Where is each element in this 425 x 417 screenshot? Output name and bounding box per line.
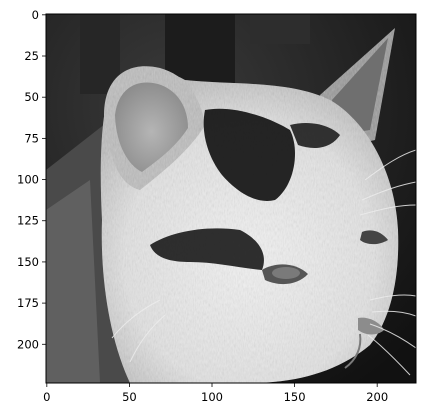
y-tick-label: 175 bbox=[17, 296, 39, 310]
y-tick-label: 50 bbox=[24, 90, 39, 104]
cat-photo bbox=[46, 14, 416, 383]
y-axis: 0 25 50 75 100 125 150 175 200 bbox=[17, 8, 46, 351]
y-tick-label: 25 bbox=[24, 49, 39, 63]
x-tick-label: 50 bbox=[122, 390, 137, 404]
y-tick-label: 125 bbox=[17, 214, 39, 228]
y-tick-label: 150 bbox=[17, 255, 39, 269]
y-tick-label: 100 bbox=[17, 173, 39, 187]
plot-frame bbox=[45, 13, 417, 384]
x-tick-label: 200 bbox=[366, 390, 388, 404]
x-tick-label: 150 bbox=[284, 390, 306, 404]
x-tick-label: 0 bbox=[43, 390, 50, 404]
x-axis: 0 50 100 150 200 bbox=[43, 383, 388, 404]
y-tick-label: 75 bbox=[24, 131, 39, 145]
x-tick-label: 100 bbox=[201, 390, 223, 404]
y-tick-label: 200 bbox=[17, 337, 39, 351]
y-tick-label: 0 bbox=[32, 8, 39, 22]
